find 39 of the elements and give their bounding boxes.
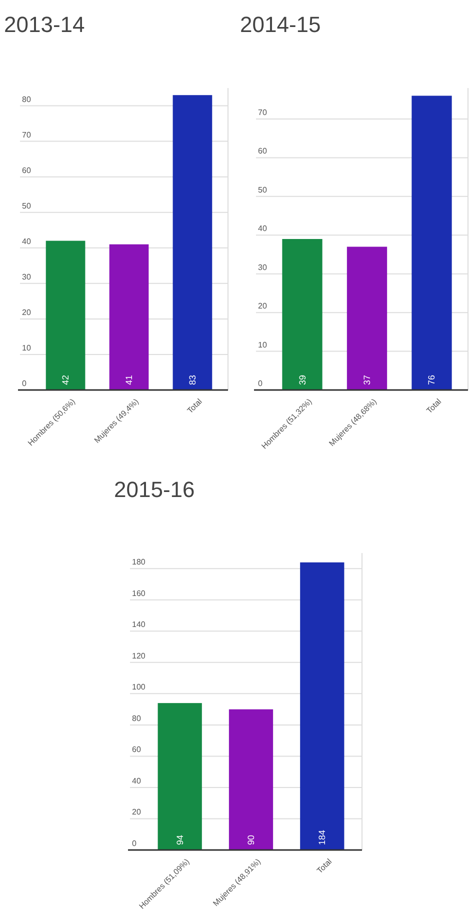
y-tick-label: 30	[258, 262, 268, 272]
y-tick-label: 10	[258, 340, 268, 350]
y-tick-label: 20	[132, 808, 142, 817]
y-tick-label: 10	[22, 343, 32, 352]
y-tick-label: 80	[22, 94, 32, 104]
y-tick-label: 50	[258, 185, 268, 194]
data-label: 94	[174, 834, 185, 845]
y-tick-label: 70	[258, 108, 268, 117]
y-tick-label: 0	[22, 379, 27, 388]
y-tick-label: 120	[132, 651, 146, 660]
y-tick-label: 0	[132, 839, 137, 848]
data-label: 37	[362, 374, 372, 385]
data-label: 83	[187, 374, 198, 385]
data-label: 39	[297, 374, 308, 385]
y-tick-label: 50	[22, 201, 32, 210]
y-tick-label: 160	[132, 588, 146, 598]
data-label: 41	[124, 374, 134, 385]
data-label: 184	[317, 830, 328, 845]
y-tick-label: 180	[132, 558, 146, 567]
chart-title: 2013-14	[4, 12, 85, 37]
data-label: 90	[246, 834, 256, 845]
y-tick-label: 20	[258, 302, 268, 311]
y-tick-label: 20	[22, 308, 32, 317]
chart-title: 2014-15	[240, 12, 321, 37]
y-tick-label: 140	[132, 620, 146, 630]
y-tick-label: 70	[22, 130, 32, 140]
y-tick-label: 60	[258, 146, 268, 156]
y-tick-label: 40	[22, 236, 32, 246]
y-tick-label: 100	[132, 682, 146, 692]
y-tick-label: 0	[258, 379, 263, 388]
y-tick-label: 60	[22, 166, 32, 175]
y-tick-label: 60	[132, 745, 142, 754]
y-tick-label: 80	[132, 714, 142, 723]
data-label: 76	[426, 374, 437, 385]
y-tick-label: 30	[22, 272, 32, 282]
chart-title: 2015-16	[114, 477, 195, 502]
data-label: 42	[60, 374, 71, 385]
y-tick-label: 40	[132, 776, 142, 786]
y-tick-label: 40	[258, 224, 268, 234]
